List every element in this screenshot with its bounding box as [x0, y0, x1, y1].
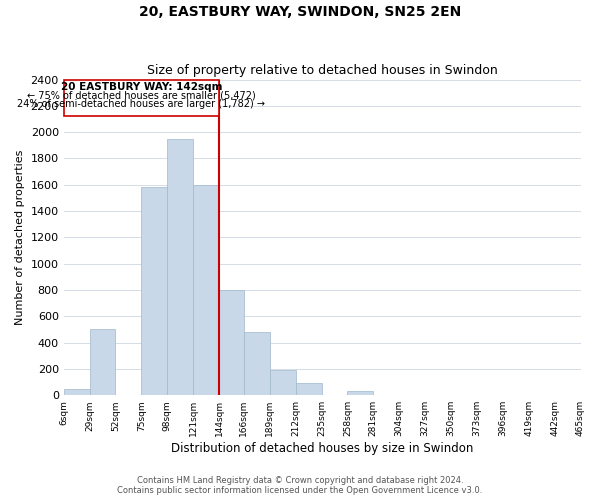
- Bar: [347, 392, 373, 395]
- Bar: [64, 388, 89, 395]
- Bar: [193, 185, 219, 395]
- Bar: [89, 330, 115, 395]
- Y-axis label: Number of detached properties: Number of detached properties: [15, 150, 25, 325]
- Bar: [219, 290, 244, 395]
- Text: 24% of semi-detached houses are larger (1,782) →: 24% of semi-detached houses are larger (…: [17, 99, 265, 109]
- Bar: [167, 138, 193, 395]
- Text: 20 EASTBURY WAY: 142sqm: 20 EASTBURY WAY: 142sqm: [61, 82, 222, 92]
- Text: Contains HM Land Registry data © Crown copyright and database right 2024.
Contai: Contains HM Land Registry data © Crown c…: [118, 476, 482, 495]
- Title: Size of property relative to detached houses in Swindon: Size of property relative to detached ho…: [147, 64, 497, 77]
- Bar: [270, 370, 296, 395]
- X-axis label: Distribution of detached houses by size in Swindon: Distribution of detached houses by size …: [171, 442, 473, 455]
- Text: 20, EASTBURY WAY, SWINDON, SN25 2EN: 20, EASTBURY WAY, SWINDON, SN25 2EN: [139, 5, 461, 19]
- Bar: [142, 188, 167, 395]
- Bar: [296, 384, 322, 395]
- Text: ← 75% of detached houses are smaller (5,472): ← 75% of detached houses are smaller (5,…: [27, 90, 256, 101]
- Bar: [244, 332, 270, 395]
- FancyBboxPatch shape: [64, 80, 219, 116]
